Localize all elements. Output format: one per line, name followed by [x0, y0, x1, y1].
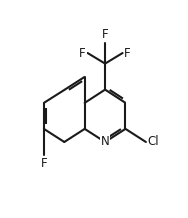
- Text: F: F: [41, 157, 47, 170]
- Text: N: N: [101, 135, 109, 148]
- Text: F: F: [124, 46, 131, 60]
- Text: F: F: [102, 28, 108, 41]
- Text: Cl: Cl: [148, 135, 159, 148]
- Text: F: F: [79, 46, 86, 60]
